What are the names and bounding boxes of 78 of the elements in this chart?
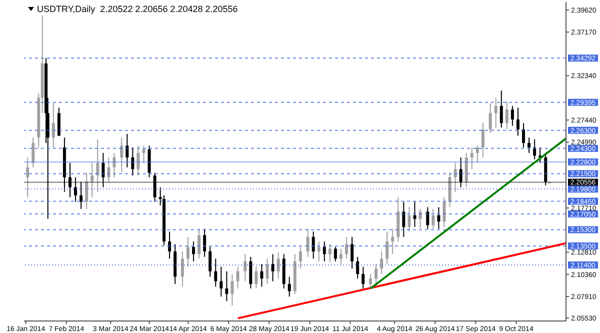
candlestick [148,145,151,178]
candlestick [432,208,435,230]
candlestick [249,256,252,289]
candlestick [339,248,342,265]
candlestick [220,266,223,298]
candlestick [298,246,302,270]
candlestick [192,240,196,262]
candlestick [408,206,411,232]
candlestick [494,97,498,128]
candlestick [57,107,60,136]
candlestick [208,246,212,278]
candlestick [426,206,430,230]
candlestick [350,236,354,270]
candlestick [276,252,280,280]
candlestick [510,105,514,126]
candlestick [380,250,384,275]
candlestick [131,146,134,176]
candlestick [418,208,422,230]
candlestick [386,231,389,265]
candlestick [522,122,526,148]
candlestick [230,274,234,306]
candlestick [442,196,446,228]
candlestick [356,256,360,280]
candlestick [402,201,406,238]
candlestick [153,172,156,202]
candlestick [107,156,110,182]
candlestick [312,231,315,260]
candlestick [413,201,416,228]
candlestick [368,274,372,289]
candlestick [488,102,492,134]
candlestick [271,254,274,282]
candlestick [90,162,94,198]
candlestick [26,156,30,198]
candlestick [391,228,394,255]
candlestick [254,266,258,289]
candlestick [225,270,228,302]
candlestick [68,162,72,198]
candlestick [500,90,503,128]
candlestick [459,156,462,188]
candlestick [85,172,88,210]
candlestick [516,107,520,136]
candlestick [136,145,140,176]
candlestick [80,181,83,210]
candlestick [317,240,320,262]
candlestick [32,137,35,168]
candlestick [74,176,78,202]
candlestick [52,102,55,148]
candlestick [168,231,172,260]
candlestick [345,236,348,260]
candlestick [102,152,105,188]
candlestick [236,266,240,289]
candlestick [528,137,531,154]
candlestick [476,145,479,164]
candlestick [180,250,184,288]
chart-title: USDTRY,Daily 2.20522 2.20656 2.20428 2.20556 [37,4,238,14]
candlestick [288,276,291,298]
candlestick [198,228,201,260]
candlestick [186,236,190,268]
candlestick [96,138,100,192]
candlestick [126,133,129,168]
candlestick [470,146,474,170]
candlestick [306,228,310,258]
candlestick [322,240,326,262]
candlestick [437,206,440,230]
candlestick [214,258,218,288]
candlestick [142,145,146,164]
candlestick [454,162,457,192]
candlestick [112,152,116,178]
candlestick [481,122,484,158]
candlestick [362,266,365,289]
candlestick [266,258,269,284]
candlestick [203,228,206,258]
candlestick [334,246,337,262]
candlestick [244,254,247,282]
candlestick [120,137,124,172]
candlestick [505,100,508,130]
candlestick [328,244,332,263]
candlestick [260,264,264,288]
